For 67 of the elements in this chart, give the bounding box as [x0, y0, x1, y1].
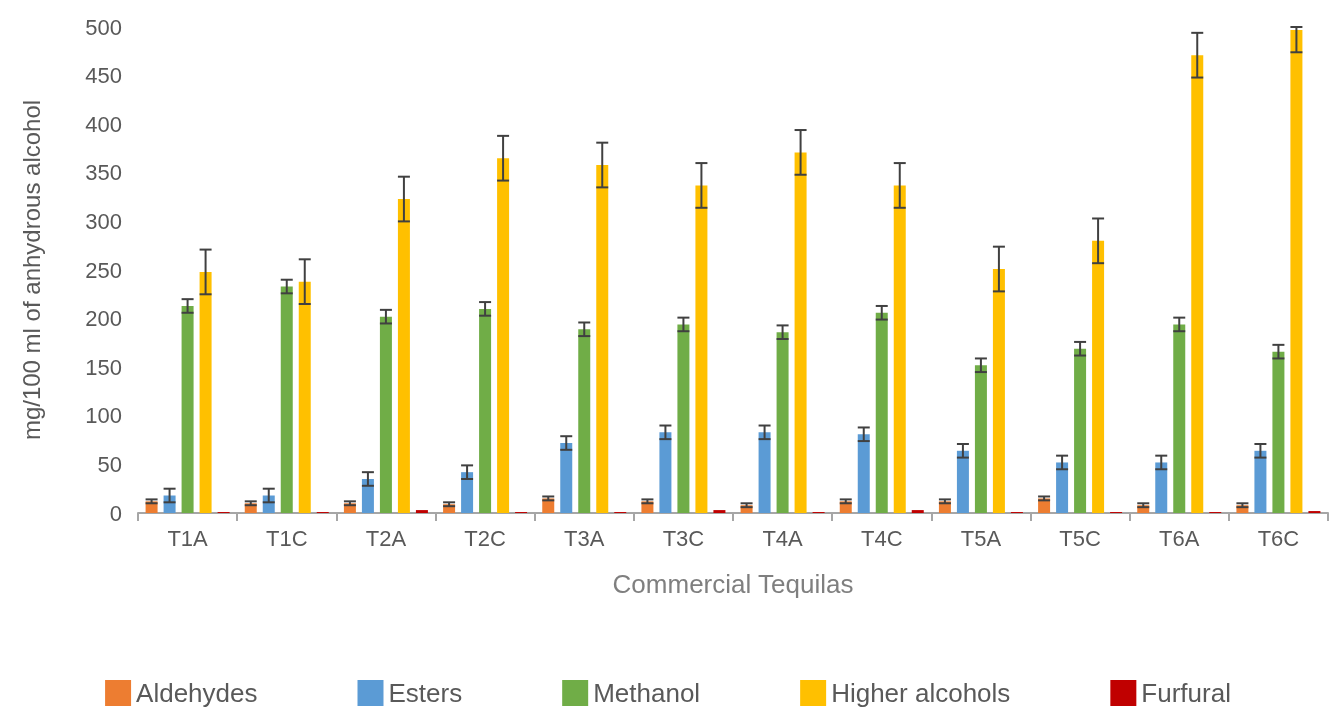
legend-label: Higher alcohols: [831, 678, 1011, 708]
x-tick-label: T1C: [265, 525, 308, 551]
x-tick-label: T2C: [464, 525, 506, 551]
bar: [560, 443, 573, 513]
bar: [776, 332, 789, 513]
x-tick-label: T4A: [762, 525, 804, 551]
y-axis-title: mg/100 ml of anhydrous alcohol: [17, 99, 45, 441]
y-tick-label: 500: [85, 14, 122, 40]
x-tick-label: T3A: [564, 525, 605, 551]
bar: [1155, 462, 1168, 513]
bar: [1173, 324, 1186, 513]
y-tick-label: 0: [109, 500, 122, 526]
y-tick-label: 200: [85, 306, 122, 332]
y-tick-label: 350: [85, 160, 122, 186]
bar: [911, 510, 924, 513]
bar: [1092, 240, 1105, 513]
y-tick-label: 400: [85, 111, 122, 137]
bar: [379, 316, 392, 513]
x-tick-label: T3C: [662, 525, 705, 551]
x-tick-label: T1A: [167, 525, 209, 551]
bar: [461, 472, 474, 513]
bar: [199, 271, 212, 513]
bar: [758, 432, 771, 513]
x-tick-label: T6A: [1159, 525, 1200, 551]
bar: [397, 199, 410, 513]
bar: [1254, 450, 1267, 513]
y-tick-label: 150: [85, 354, 122, 380]
bar: [713, 510, 726, 513]
y-tick-label: 100: [85, 403, 122, 429]
legend-label: Aldehydes: [136, 678, 258, 708]
bar: [992, 269, 1005, 513]
bar: [677, 324, 690, 513]
bar: [1056, 462, 1069, 513]
bar: [578, 329, 591, 513]
bar: [875, 312, 888, 513]
x-tick-label: T2A: [365, 525, 407, 551]
bar: [956, 450, 969, 513]
bar: [280, 286, 293, 513]
bar: [181, 305, 194, 513]
bar: [298, 281, 311, 513]
bar: [893, 185, 906, 513]
x-tick-label: T5A: [960, 525, 1002, 551]
bar: [361, 478, 374, 513]
bar: [1191, 55, 1204, 513]
x-tick-label: T6C: [1257, 525, 1300, 551]
bar: [974, 365, 987, 513]
y-tick-label: 300: [85, 208, 122, 234]
bar: [659, 432, 672, 513]
bar: [596, 165, 609, 513]
bar: [1290, 29, 1303, 513]
bar: [415, 510, 428, 513]
y-tick-label: 450: [85, 63, 122, 89]
legend-label: Methanol: [593, 678, 701, 708]
bar: [1272, 351, 1285, 513]
y-tick-label: 250: [85, 257, 122, 283]
y-tick-label: 50: [97, 451, 122, 477]
bar: [479, 308, 492, 513]
bar: [695, 185, 708, 513]
x-axis-title: Commercial Tequilas: [612, 569, 854, 599]
bar: [857, 434, 870, 513]
bar: [497, 158, 510, 513]
bar: [1074, 348, 1087, 513]
x-tick-label: T5C: [1059, 525, 1101, 551]
legend-label: Esters: [388, 678, 463, 708]
bar: [794, 152, 807, 513]
x-tick-label: T4C: [860, 525, 903, 551]
legend-label: Furfural: [1141, 678, 1231, 708]
